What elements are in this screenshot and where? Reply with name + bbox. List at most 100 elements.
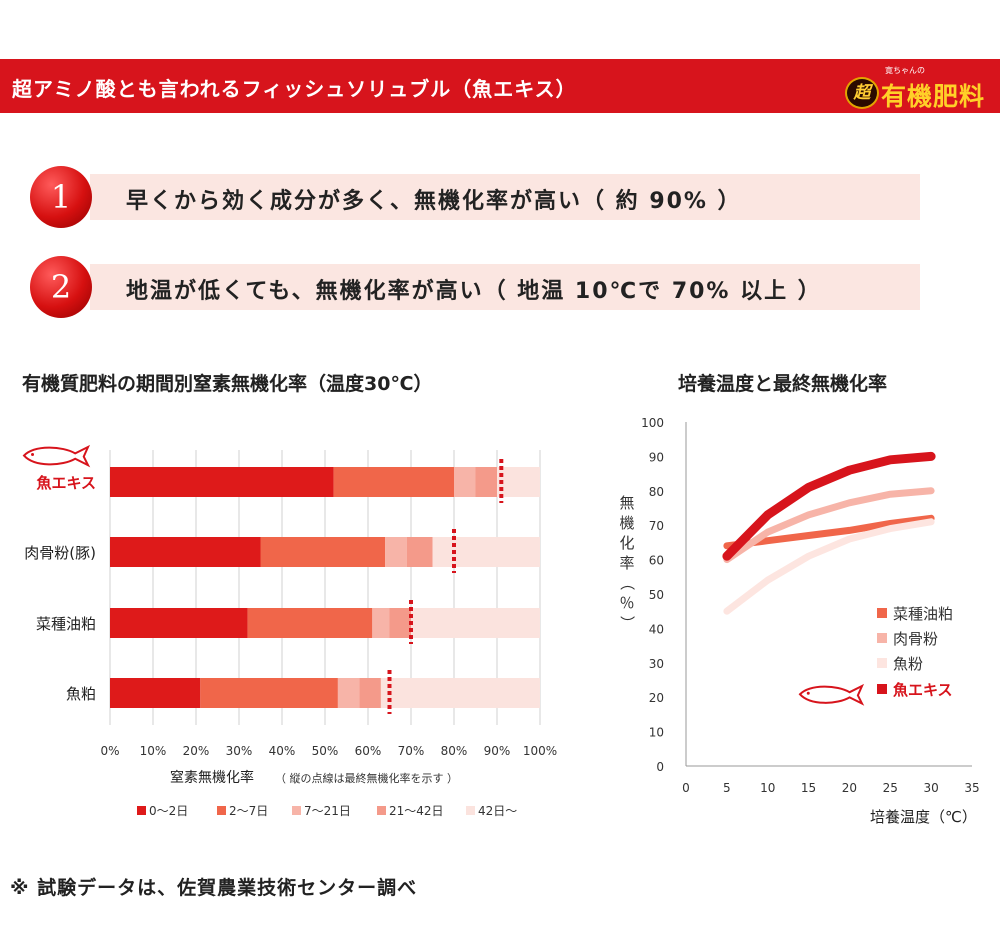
series-line: [723, 487, 935, 564]
bar-segment: [475, 467, 497, 497]
logo-text: 有機肥料: [881, 82, 986, 111]
legend-label: 21～42日: [389, 804, 444, 818]
legend-label: 42日～: [478, 804, 517, 818]
fish-outline: [22, 444, 91, 468]
key-point-2: 地温が低くても、無機化率が高い（ 地温 10℃で 70% 以上 ）: [90, 264, 920, 310]
legend-swatch: [877, 633, 887, 643]
x-tick-label: 100%: [523, 744, 557, 758]
bar-segment: [200, 678, 338, 708]
x-tick-label: 20%: [183, 744, 210, 758]
series-line: [723, 514, 935, 550]
x-tick-label: 20: [842, 781, 857, 795]
y-tick-label: 20: [649, 691, 664, 705]
y-tick-label: 80: [649, 485, 664, 499]
x-tick-label: 35: [964, 781, 979, 795]
x-tick-label: 50%: [312, 744, 339, 758]
key-point-text: 早くから効く成分が多く、無機化率が高い（ 約 90% ）: [126, 189, 742, 214]
legend-label: 0～2日: [149, 804, 188, 818]
y-tick-label: 30: [649, 657, 664, 671]
legend-label: 肉骨粉: [893, 630, 938, 648]
bar-segment: [110, 608, 248, 638]
legend-label: 魚エキス: [893, 681, 953, 699]
y-axis-label-char: ）: [618, 615, 636, 630]
y-axis-label-char: （: [618, 575, 636, 590]
bar-segment: [389, 608, 411, 638]
brand-logo: 寛ちゃんの 超 有機肥料: [845, 65, 997, 111]
logo-badge: 超: [845, 77, 879, 109]
bar-segment: [110, 467, 334, 497]
key-point-text: 地温が低くても、無機化率が高い（ 地温 10℃で 70% 以上 ）: [126, 279, 822, 304]
category-label: 魚粕: [66, 685, 96, 703]
x-tick-label: 30: [924, 781, 939, 795]
y-axis-label-char: ％: [619, 594, 634, 612]
y-tick-label: 10: [649, 726, 664, 740]
legend-swatch: [466, 806, 475, 815]
x-tick-label: 25: [883, 781, 898, 795]
banner-title: 超アミノ酸とも言われるフィッシュソリュブル（魚エキス）: [12, 77, 577, 101]
fish-icon: [798, 683, 865, 706]
y-axis-label-char: 無: [619, 494, 634, 512]
x-tick-label: 40%: [269, 744, 296, 758]
y-axis-label-char: 化: [619, 534, 634, 552]
category-label: 肉骨粉(豚): [24, 544, 96, 562]
bar-segment: [110, 537, 261, 567]
x-axis-label: 窒素無機化率: [170, 769, 254, 786]
x-tick-label: 90%: [484, 744, 511, 758]
x-tick-label: 80%: [441, 744, 468, 758]
logo-subtitle: 寛ちゃんの: [885, 66, 925, 75]
x-axis-note: （ 縦の点線は最終無機化率を示す ）: [275, 771, 458, 785]
legend-label: 菜種油粕: [893, 605, 953, 623]
mineralization-period-chart: 有機質肥料の期間別窒素無機化率（温度30℃） 0% 10% 20% 30% 40% 50% 6…: [22, 372, 557, 818]
number-badge: 2: [30, 256, 92, 318]
legend-swatch: [217, 806, 226, 815]
bar-segment: [497, 467, 540, 497]
legend-swatch: [877, 684, 887, 694]
y-tick-label: 70: [649, 519, 664, 533]
legend-swatch: [377, 806, 386, 815]
bar-segment: [411, 608, 540, 638]
temperature-mineralization-chart: 培養温度と最終無機化率 0 10 20 30 40 50 60 70 80 90 100 0 5 10 15 2…: [618, 372, 980, 826]
y-tick-label: 90: [649, 450, 664, 464]
x-tick-label: 0: [682, 781, 690, 795]
series-line: [722, 451, 936, 561]
bar-segment: [359, 678, 381, 708]
key-point-1: 早くから効く成分が多く、無機化率が高い（ 約 90% ）: [90, 174, 920, 220]
legend-swatch: [877, 658, 887, 668]
y-axis-label-char: 機: [619, 514, 634, 532]
x-tick-label: 5: [723, 781, 731, 795]
legend-label: 2～7日: [229, 804, 268, 818]
bar-segment: [333, 467, 454, 497]
fish-eye: [31, 452, 35, 456]
x-tick-label: 10: [760, 781, 775, 795]
y-tick-label: 50: [649, 588, 664, 602]
fish-eye: [806, 691, 810, 695]
bar-segment: [432, 537, 540, 567]
bar-segment: [380, 678, 540, 708]
bar-segment: [337, 678, 360, 708]
fish-outline: [798, 683, 865, 706]
x-tick-label: 70%: [398, 744, 425, 758]
y-tick-label: 0: [656, 760, 664, 774]
category-label: 魚エキス: [36, 474, 96, 492]
x-tick-label: 10%: [140, 744, 167, 758]
x-tick-label: 60%: [355, 744, 382, 758]
chart-title: 培養温度と最終無機化率: [678, 372, 887, 395]
bar-segment: [247, 608, 373, 638]
y-axis-label-char: 率: [619, 554, 634, 572]
header-banner: 超アミノ酸とも言われるフィッシュソリュブル（魚エキス） 寛ちゃんの 超 有機肥料: [0, 59, 1000, 113]
chart-title: 有機質肥料の期間別窒素無機化率（温度30℃）: [22, 372, 432, 395]
y-tick-label: 100: [641, 416, 664, 430]
fish-icon: [22, 444, 91, 468]
bar-segment: [110, 678, 201, 708]
bar-segment: [406, 537, 433, 567]
x-axis-label: 培養温度（℃）: [870, 808, 977, 826]
footnote: ※ 試験データは、佐賀農業技術センター調べ: [10, 877, 418, 899]
bar-segment: [372, 608, 390, 638]
legend-label: 7～21日: [304, 804, 351, 818]
legend-swatch: [292, 806, 301, 815]
legend-swatch: [877, 608, 887, 618]
number-badge: 1: [30, 166, 92, 228]
legend-label: 魚粉: [893, 655, 923, 673]
x-tick-label: 30%: [226, 744, 253, 758]
series-line: [723, 518, 935, 615]
